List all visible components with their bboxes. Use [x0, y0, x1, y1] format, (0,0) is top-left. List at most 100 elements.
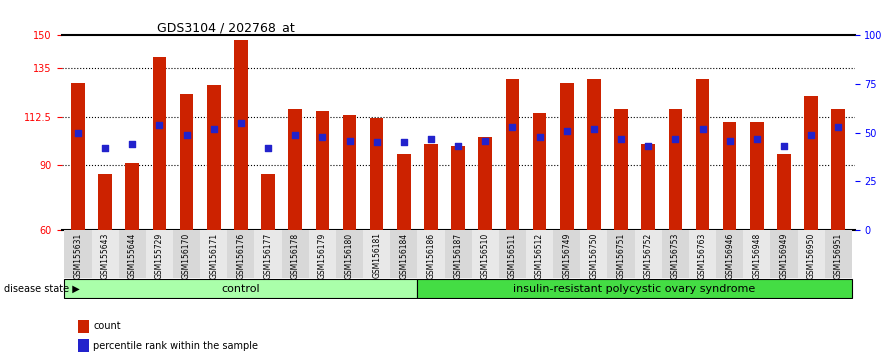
Point	[559, 128, 574, 133]
Text: GSM156180: GSM156180	[345, 233, 354, 279]
Point	[777, 143, 791, 149]
Text: percentile rank within the sample: percentile rank within the sample	[93, 341, 258, 350]
Point	[207, 126, 221, 132]
Point	[370, 139, 384, 145]
Text: GSM156187: GSM156187	[454, 233, 463, 279]
Point	[451, 143, 465, 149]
Text: count: count	[93, 321, 121, 331]
Point	[832, 124, 846, 130]
Text: GSM156949: GSM156949	[780, 233, 788, 279]
Bar	[308, 230, 336, 278]
Bar	[390, 230, 418, 278]
Bar	[777, 154, 791, 230]
Point	[261, 145, 275, 151]
Bar	[804, 96, 818, 230]
Text: GSM155644: GSM155644	[128, 233, 137, 279]
Bar	[560, 83, 574, 230]
Point	[804, 132, 818, 138]
Point	[532, 134, 546, 139]
Bar	[336, 230, 363, 278]
Bar	[744, 230, 770, 278]
Text: GSM156186: GSM156186	[426, 233, 435, 279]
Text: GSM156753: GSM156753	[670, 233, 680, 279]
Text: GSM155643: GSM155643	[100, 233, 109, 279]
Bar	[207, 85, 220, 230]
Text: GSM156948: GSM156948	[752, 233, 761, 279]
Bar	[716, 230, 744, 278]
Bar	[180, 94, 193, 230]
Text: GSM156946: GSM156946	[725, 233, 734, 279]
Bar	[424, 144, 438, 230]
Bar	[234, 40, 248, 230]
Bar	[78, 339, 90, 352]
Text: GSM156170: GSM156170	[182, 233, 191, 279]
Bar	[119, 230, 146, 278]
Text: GSM156763: GSM156763	[698, 233, 707, 279]
Text: GSM155729: GSM155729	[155, 233, 164, 279]
Bar	[282, 230, 308, 278]
Text: GSM156179: GSM156179	[318, 233, 327, 279]
Bar	[397, 154, 411, 230]
Text: GSM155631: GSM155631	[73, 233, 83, 279]
Bar	[797, 230, 825, 278]
Bar	[173, 230, 200, 278]
Bar	[288, 109, 302, 230]
Text: GDS3104 / 202768_at: GDS3104 / 202768_at	[157, 21, 294, 34]
Text: GSM156181: GSM156181	[372, 233, 381, 279]
Bar	[770, 230, 797, 278]
Text: GSM156177: GSM156177	[263, 233, 272, 279]
Bar	[78, 320, 90, 333]
Text: GSM156750: GSM156750	[589, 233, 598, 279]
Bar	[255, 230, 282, 278]
Text: GSM156751: GSM156751	[617, 233, 626, 279]
Text: GSM156510: GSM156510	[481, 233, 490, 279]
Bar	[262, 174, 275, 230]
Point	[233, 120, 248, 126]
Bar	[581, 230, 608, 278]
Bar	[750, 122, 764, 230]
Bar	[418, 230, 445, 278]
Text: GSM156178: GSM156178	[291, 233, 300, 279]
Bar	[526, 230, 553, 278]
Bar	[471, 230, 499, 278]
Text: GSM156512: GSM156512	[535, 233, 544, 279]
Bar	[696, 79, 709, 230]
Point	[180, 132, 194, 138]
Bar	[689, 230, 716, 278]
Bar	[343, 115, 356, 230]
Bar	[451, 146, 465, 230]
Text: GSM156171: GSM156171	[209, 233, 218, 279]
Bar	[641, 144, 655, 230]
Text: insulin-resistant polycystic ovary syndrome: insulin-resistant polycystic ovary syndr…	[514, 284, 756, 293]
Text: GSM156511: GSM156511	[508, 233, 517, 279]
Bar	[669, 109, 682, 230]
Bar	[608, 230, 634, 278]
Bar	[99, 174, 112, 230]
FancyBboxPatch shape	[418, 279, 852, 298]
Text: control: control	[222, 284, 260, 293]
Point	[478, 138, 492, 143]
Bar	[227, 230, 255, 278]
Bar	[315, 111, 329, 230]
Bar	[506, 79, 519, 230]
Bar	[825, 230, 852, 278]
Point	[424, 136, 438, 142]
Bar	[587, 79, 601, 230]
Point	[641, 143, 655, 149]
Bar	[614, 109, 628, 230]
Point	[722, 138, 737, 143]
Point	[695, 126, 709, 132]
Bar	[634, 230, 662, 278]
Point	[614, 136, 628, 142]
Bar	[125, 163, 139, 230]
Bar	[363, 230, 390, 278]
Point	[125, 142, 139, 147]
Bar	[662, 230, 689, 278]
Bar	[478, 137, 492, 230]
Bar	[832, 109, 845, 230]
Point	[152, 122, 167, 128]
Bar	[445, 230, 471, 278]
Text: GSM156950: GSM156950	[807, 233, 816, 279]
Bar	[92, 230, 119, 278]
Text: GSM156749: GSM156749	[562, 233, 571, 279]
